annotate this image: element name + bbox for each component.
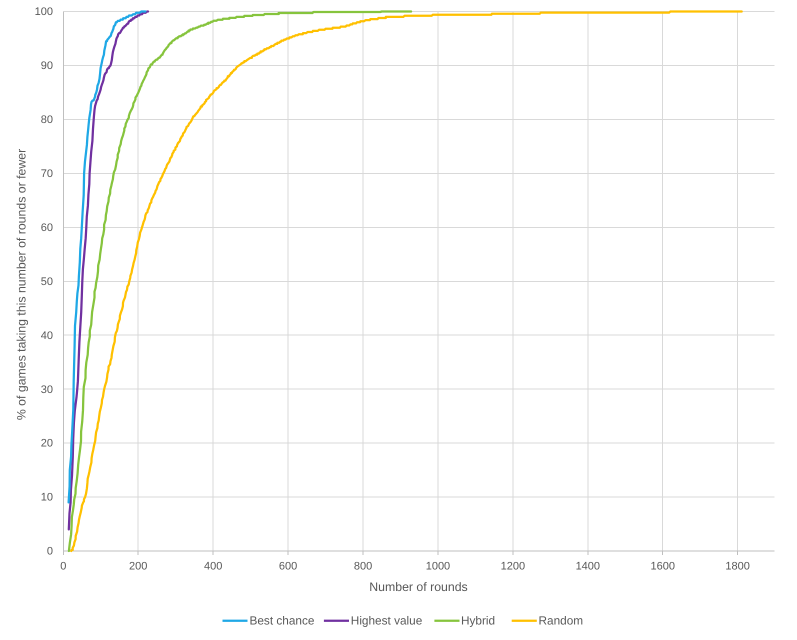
svg-text:1000: 1000 — [426, 560, 450, 572]
svg-text:10: 10 — [41, 492, 53, 504]
svg-text:200: 200 — [129, 560, 147, 572]
svg-text:30: 30 — [41, 384, 53, 396]
svg-text:Highest value: Highest value — [351, 614, 423, 628]
svg-text:1200: 1200 — [501, 560, 525, 572]
svg-text:Number of rounds: Number of rounds — [369, 580, 467, 594]
svg-text:Best chance: Best chance — [250, 614, 315, 628]
svg-text:90: 90 — [41, 60, 53, 72]
svg-text:Random: Random — [539, 614, 584, 628]
svg-text:100: 100 — [35, 6, 53, 18]
svg-text:0: 0 — [60, 560, 66, 572]
svg-text:60: 60 — [41, 222, 53, 234]
svg-text:Hybrid: Hybrid — [461, 614, 495, 628]
svg-text:0: 0 — [47, 546, 53, 558]
svg-text:400: 400 — [204, 560, 222, 572]
svg-text:% of games taking this number: % of games taking this number of rounds … — [15, 149, 29, 420]
svg-text:40: 40 — [41, 330, 53, 342]
svg-text:50: 50 — [41, 276, 53, 288]
svg-text:1800: 1800 — [725, 560, 749, 572]
svg-text:600: 600 — [279, 560, 297, 572]
svg-text:20: 20 — [41, 438, 53, 450]
svg-text:1400: 1400 — [576, 560, 600, 572]
svg-text:800: 800 — [354, 560, 372, 572]
svg-text:1600: 1600 — [650, 560, 674, 572]
svg-text:70: 70 — [41, 168, 53, 180]
svg-text:80: 80 — [41, 114, 53, 126]
